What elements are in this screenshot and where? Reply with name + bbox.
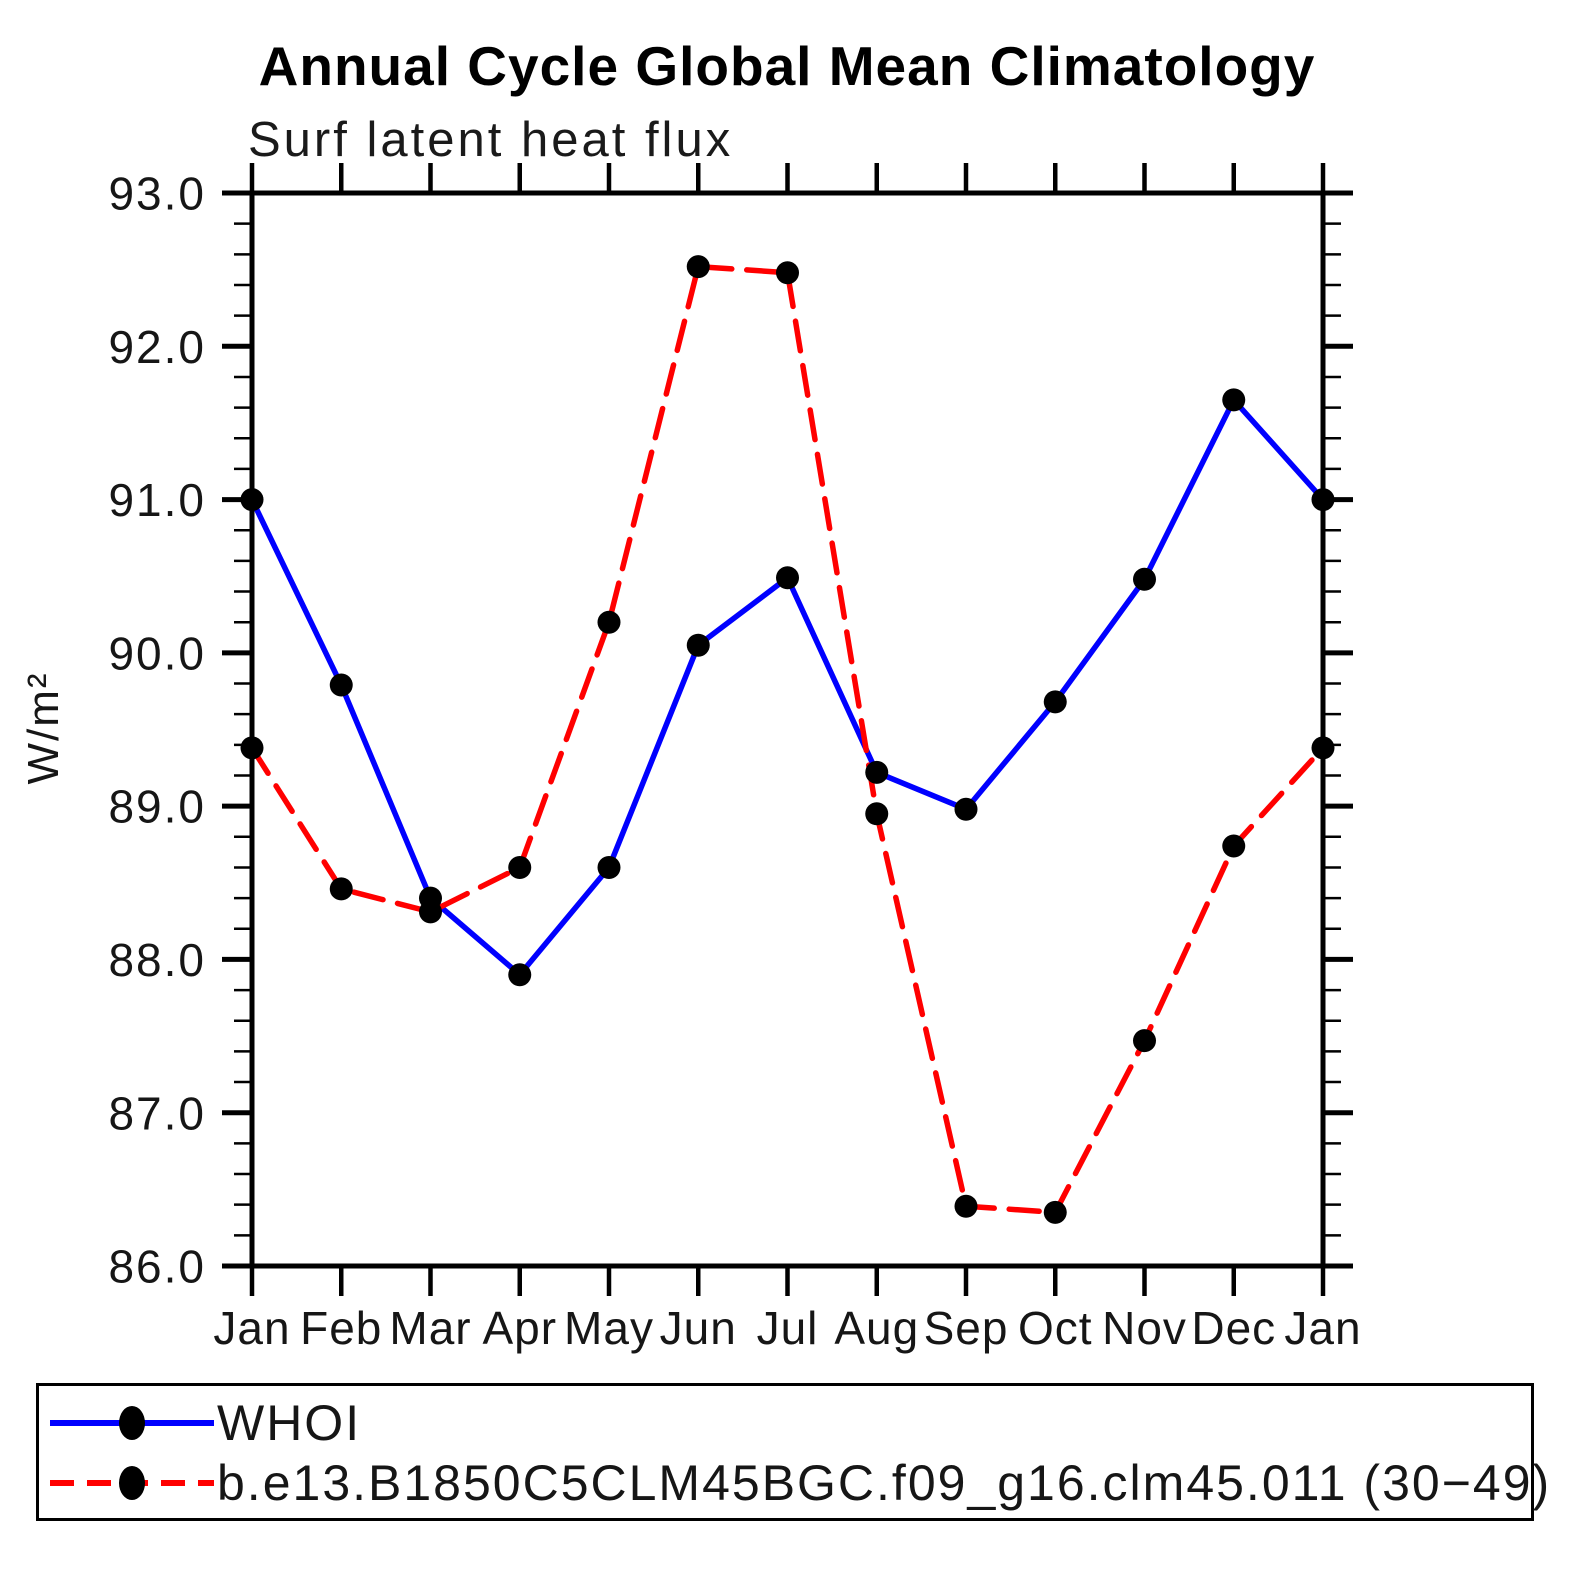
data-point-marker bbox=[329, 673, 353, 697]
data-point-marker bbox=[865, 760, 889, 784]
legend-item-model: b.e13.B1850C5CLM45BGC.f09_g16.clm45.011 … bbox=[39, 1453, 1549, 1513]
chart-title: Annual Cycle Global Mean Climatology bbox=[258, 35, 1316, 97]
chart-subtitle: Surf latent heat flux bbox=[248, 113, 734, 167]
legend-item-whoi: WHOI bbox=[39, 1393, 1531, 1453]
series-line-1 bbox=[249, 263, 1326, 1216]
x-axis-tick-label: Nov bbox=[1102, 1302, 1187, 1354]
x-axis-tick-label: Jan bbox=[1284, 1302, 1361, 1354]
data-point-marker bbox=[1311, 488, 1335, 512]
data-point-marker bbox=[597, 855, 621, 879]
x-axis-tick-label: Dec bbox=[1191, 1302, 1276, 1354]
data-point-marker bbox=[1043, 1200, 1067, 1224]
data-point-marker bbox=[686, 255, 710, 279]
data-point-marker bbox=[240, 488, 264, 512]
data-point-marker bbox=[954, 1194, 978, 1218]
data-point-marker bbox=[597, 610, 621, 634]
y-axis-title: W/m² bbox=[19, 671, 68, 784]
x-axis-tick-label: Jan bbox=[213, 1302, 290, 1354]
data-point-marker bbox=[1222, 834, 1246, 858]
y-axis-tick-label: 91.0 bbox=[108, 474, 206, 526]
axis-box bbox=[249, 190, 1326, 1269]
x-axis-tick-label: Aug bbox=[834, 1302, 919, 1354]
data-point-marker bbox=[776, 566, 799, 590]
data-point-marker bbox=[508, 963, 532, 987]
legend-line-dashed-icon bbox=[50, 1466, 214, 1500]
data-point-marker bbox=[1133, 567, 1156, 591]
data-point-marker bbox=[1043, 690, 1067, 714]
x-axis-tick-label: Feb bbox=[300, 1302, 382, 1354]
y-axis-tick-label: 93.0 bbox=[108, 168, 206, 220]
x-axis-tick-label: Sep bbox=[924, 1302, 1009, 1354]
data-point-marker bbox=[686, 633, 710, 657]
x-axis-tick-label: Jul bbox=[757, 1302, 819, 1354]
data-point-marker bbox=[776, 261, 799, 285]
x-axis-tick-label: Oct bbox=[1018, 1302, 1093, 1354]
data-point-marker bbox=[1222, 388, 1246, 412]
data-point-marker bbox=[508, 855, 532, 879]
series-line-0 bbox=[249, 397, 1326, 978]
legend-line-solid-icon bbox=[50, 1406, 214, 1440]
y-axis-tick-label: 90.0 bbox=[108, 627, 206, 679]
y-axis-tick-label: 89.0 bbox=[108, 781, 206, 833]
y-axis-tick-label: 92.0 bbox=[108, 321, 206, 373]
data-point-marker bbox=[240, 736, 264, 760]
data-point-marker bbox=[954, 797, 978, 821]
data-point-marker bbox=[1311, 736, 1335, 760]
x-axis-tick-label: Apr bbox=[482, 1302, 557, 1354]
data-point-marker bbox=[865, 802, 889, 826]
data-point-marker bbox=[329, 877, 353, 901]
legend-label-model: b.e13.B1850C5CLM45BGC.f09_g16.clm45.011 … bbox=[217, 1455, 1552, 1511]
y-axis-tick-label: 88.0 bbox=[108, 934, 206, 986]
y-axis-tick-label: 87.0 bbox=[108, 1087, 206, 1139]
data-point-marker bbox=[1133, 1029, 1156, 1053]
x-axis-tick-label: May bbox=[564, 1302, 654, 1354]
data-point-marker bbox=[419, 900, 442, 924]
y-axis-tick-label: 86.0 bbox=[108, 1241, 206, 1293]
x-axis-tick-label: Jun bbox=[660, 1302, 737, 1354]
x-axis-tick-label: Mar bbox=[389, 1302, 471, 1354]
legend-label-whoi: WHOI bbox=[217, 1395, 362, 1451]
legend: WHOI b.e13.B1850C5CLM45BGC.f09_g16.clm45… bbox=[36, 1383, 1549, 1521]
